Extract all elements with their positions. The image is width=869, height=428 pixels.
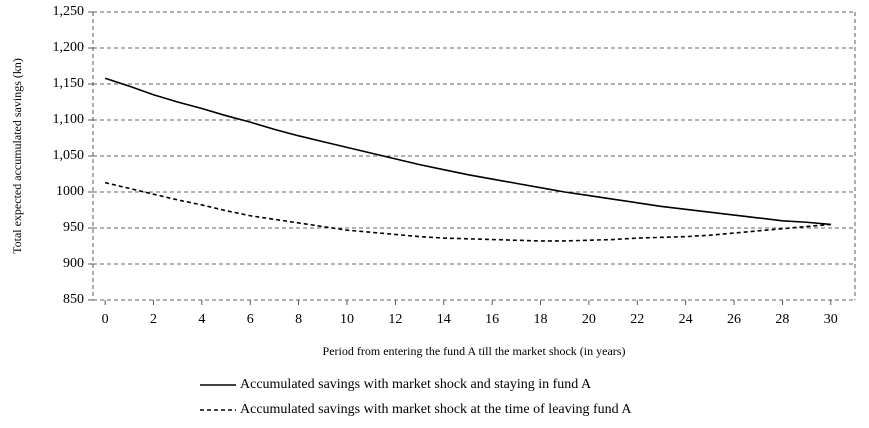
x-tick-label: 26 [727,312,741,327]
y-tick-label: 850 [63,292,84,307]
x-axis-label: Period from entering the fund A till the… [323,344,626,358]
x-tick-label: 12 [388,312,402,327]
y-tick-label: 1,100 [53,112,85,127]
x-tick-label: 4 [198,312,205,327]
x-tick-label: 30 [824,312,838,327]
series-line [104,181,831,242]
x-tick-label: 16 [485,312,499,327]
y-tick-label: 1000 [56,184,84,199]
legend-label: Accumulated savings with market shock an… [240,377,592,392]
x-tick-label: 18 [534,312,548,327]
x-tick-label: 14 [437,312,451,327]
y-tick-label: 1,200 [53,40,85,55]
x-tick-label: 24 [679,312,693,327]
x-tick-label: 10 [340,312,354,327]
x-tick-label: 28 [775,312,789,327]
y-axis-label: Total expected accumulated savings (kn) [10,58,24,254]
y-tick-label: 1,250 [53,4,85,19]
y-tick-label: 1,050 [53,148,85,163]
y-tick-label: 1,150 [53,76,85,91]
x-tick-label: 2 [150,312,157,327]
x-tick-label: 6 [247,312,254,327]
x-tick-label: 20 [582,312,596,327]
x-tick-label: 22 [630,312,644,327]
y-tick-label: 950 [63,220,84,235]
legend-label: Accumulated savings with market shock at… [240,402,632,417]
x-tick-label: 0 [102,312,109,327]
y-tick-label: 900 [63,256,84,271]
series-line [104,77,831,226]
x-tick-label: 8 [295,312,302,327]
